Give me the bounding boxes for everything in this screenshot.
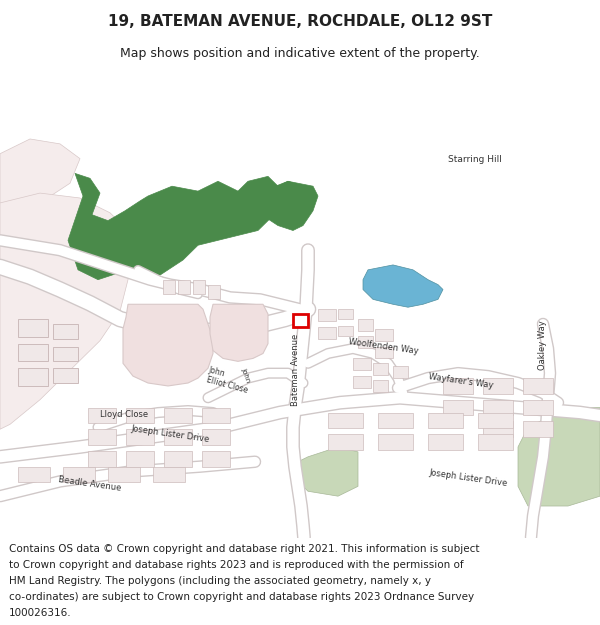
Polygon shape [63, 467, 95, 482]
Polygon shape [378, 434, 413, 450]
Polygon shape [523, 378, 553, 394]
Text: Oakley Way: Oakley Way [538, 321, 547, 370]
Polygon shape [0, 75, 600, 538]
Polygon shape [253, 181, 318, 231]
Polygon shape [53, 324, 78, 339]
Polygon shape [338, 326, 353, 336]
Polygon shape [523, 400, 553, 416]
Text: co-ordinates) are subject to Crown copyright and database rights 2023 Ordnance S: co-ordinates) are subject to Crown copyr… [9, 592, 474, 602]
Polygon shape [375, 329, 393, 341]
Text: Wayfarer's Way: Wayfarer's Way [428, 372, 494, 390]
Polygon shape [193, 279, 205, 294]
Text: Lloyd Close: Lloyd Close [100, 411, 148, 419]
Polygon shape [126, 408, 154, 423]
Polygon shape [358, 319, 373, 331]
Polygon shape [483, 378, 513, 394]
Polygon shape [18, 368, 48, 386]
Text: Bateman Avenue: Bateman Avenue [292, 334, 301, 406]
Polygon shape [373, 380, 388, 392]
Polygon shape [123, 304, 213, 386]
Polygon shape [88, 451, 116, 467]
Polygon shape [88, 429, 116, 445]
Polygon shape [363, 265, 443, 308]
Polygon shape [393, 366, 408, 378]
Polygon shape [126, 429, 154, 445]
Polygon shape [202, 451, 230, 467]
Polygon shape [208, 284, 220, 299]
Polygon shape [18, 344, 48, 361]
Polygon shape [88, 408, 116, 423]
Polygon shape [53, 347, 78, 361]
Text: Joseph Lister Drive: Joseph Lister Drive [428, 468, 508, 488]
Text: Joseph Lister Drive: Joseph Lister Drive [130, 424, 210, 444]
Polygon shape [108, 467, 140, 482]
Polygon shape [318, 309, 336, 321]
Polygon shape [18, 467, 50, 482]
Polygon shape [53, 368, 78, 383]
Polygon shape [478, 434, 513, 450]
Polygon shape [373, 363, 388, 375]
Polygon shape [358, 336, 373, 348]
Text: HM Land Registry. The polygons (including the associated geometry, namely x, y: HM Land Registry. The polygons (includin… [9, 576, 431, 586]
Polygon shape [478, 412, 513, 428]
Polygon shape [375, 347, 393, 358]
Polygon shape [483, 421, 513, 437]
Polygon shape [353, 376, 371, 388]
Polygon shape [178, 279, 190, 294]
Polygon shape [353, 358, 371, 370]
Polygon shape [443, 378, 473, 394]
Polygon shape [428, 412, 463, 428]
Polygon shape [428, 434, 463, 450]
Text: Beadle Avenue: Beadle Avenue [58, 476, 122, 493]
Polygon shape [293, 314, 308, 327]
Polygon shape [68, 173, 308, 279]
Polygon shape [0, 193, 130, 429]
Text: 19, BATEMAN AVENUE, ROCHDALE, OL12 9ST: 19, BATEMAN AVENUE, ROCHDALE, OL12 9ST [108, 14, 492, 29]
Text: 100026316.: 100026316. [9, 608, 71, 618]
Polygon shape [338, 309, 353, 319]
Polygon shape [153, 467, 185, 482]
Text: Starring Hill: Starring Hill [448, 154, 502, 164]
Polygon shape [378, 412, 413, 428]
Polygon shape [18, 319, 48, 337]
Polygon shape [164, 429, 192, 445]
Text: Woolfenden Way: Woolfenden Way [348, 337, 419, 356]
Polygon shape [210, 304, 268, 361]
Polygon shape [328, 412, 363, 428]
Polygon shape [164, 408, 192, 423]
Polygon shape [298, 447, 358, 496]
Text: Contains OS data © Crown copyright and database right 2021. This information is : Contains OS data © Crown copyright and d… [9, 544, 479, 554]
Polygon shape [0, 139, 80, 212]
Text: John: John [240, 367, 251, 383]
Text: to Crown copyright and database rights 2023 and is reproduced with the permissio: to Crown copyright and database rights 2… [9, 560, 464, 570]
Polygon shape [163, 279, 175, 294]
Text: John
Elliot Close: John Elliot Close [205, 365, 251, 395]
Text: Map shows position and indicative extent of the property.: Map shows position and indicative extent… [120, 48, 480, 61]
Polygon shape [443, 400, 473, 416]
Polygon shape [483, 400, 513, 416]
Polygon shape [518, 408, 600, 506]
Polygon shape [318, 327, 336, 339]
Polygon shape [202, 408, 230, 423]
Polygon shape [126, 451, 154, 467]
Polygon shape [523, 421, 553, 437]
Polygon shape [328, 434, 363, 450]
Polygon shape [202, 429, 230, 445]
Polygon shape [164, 451, 192, 467]
